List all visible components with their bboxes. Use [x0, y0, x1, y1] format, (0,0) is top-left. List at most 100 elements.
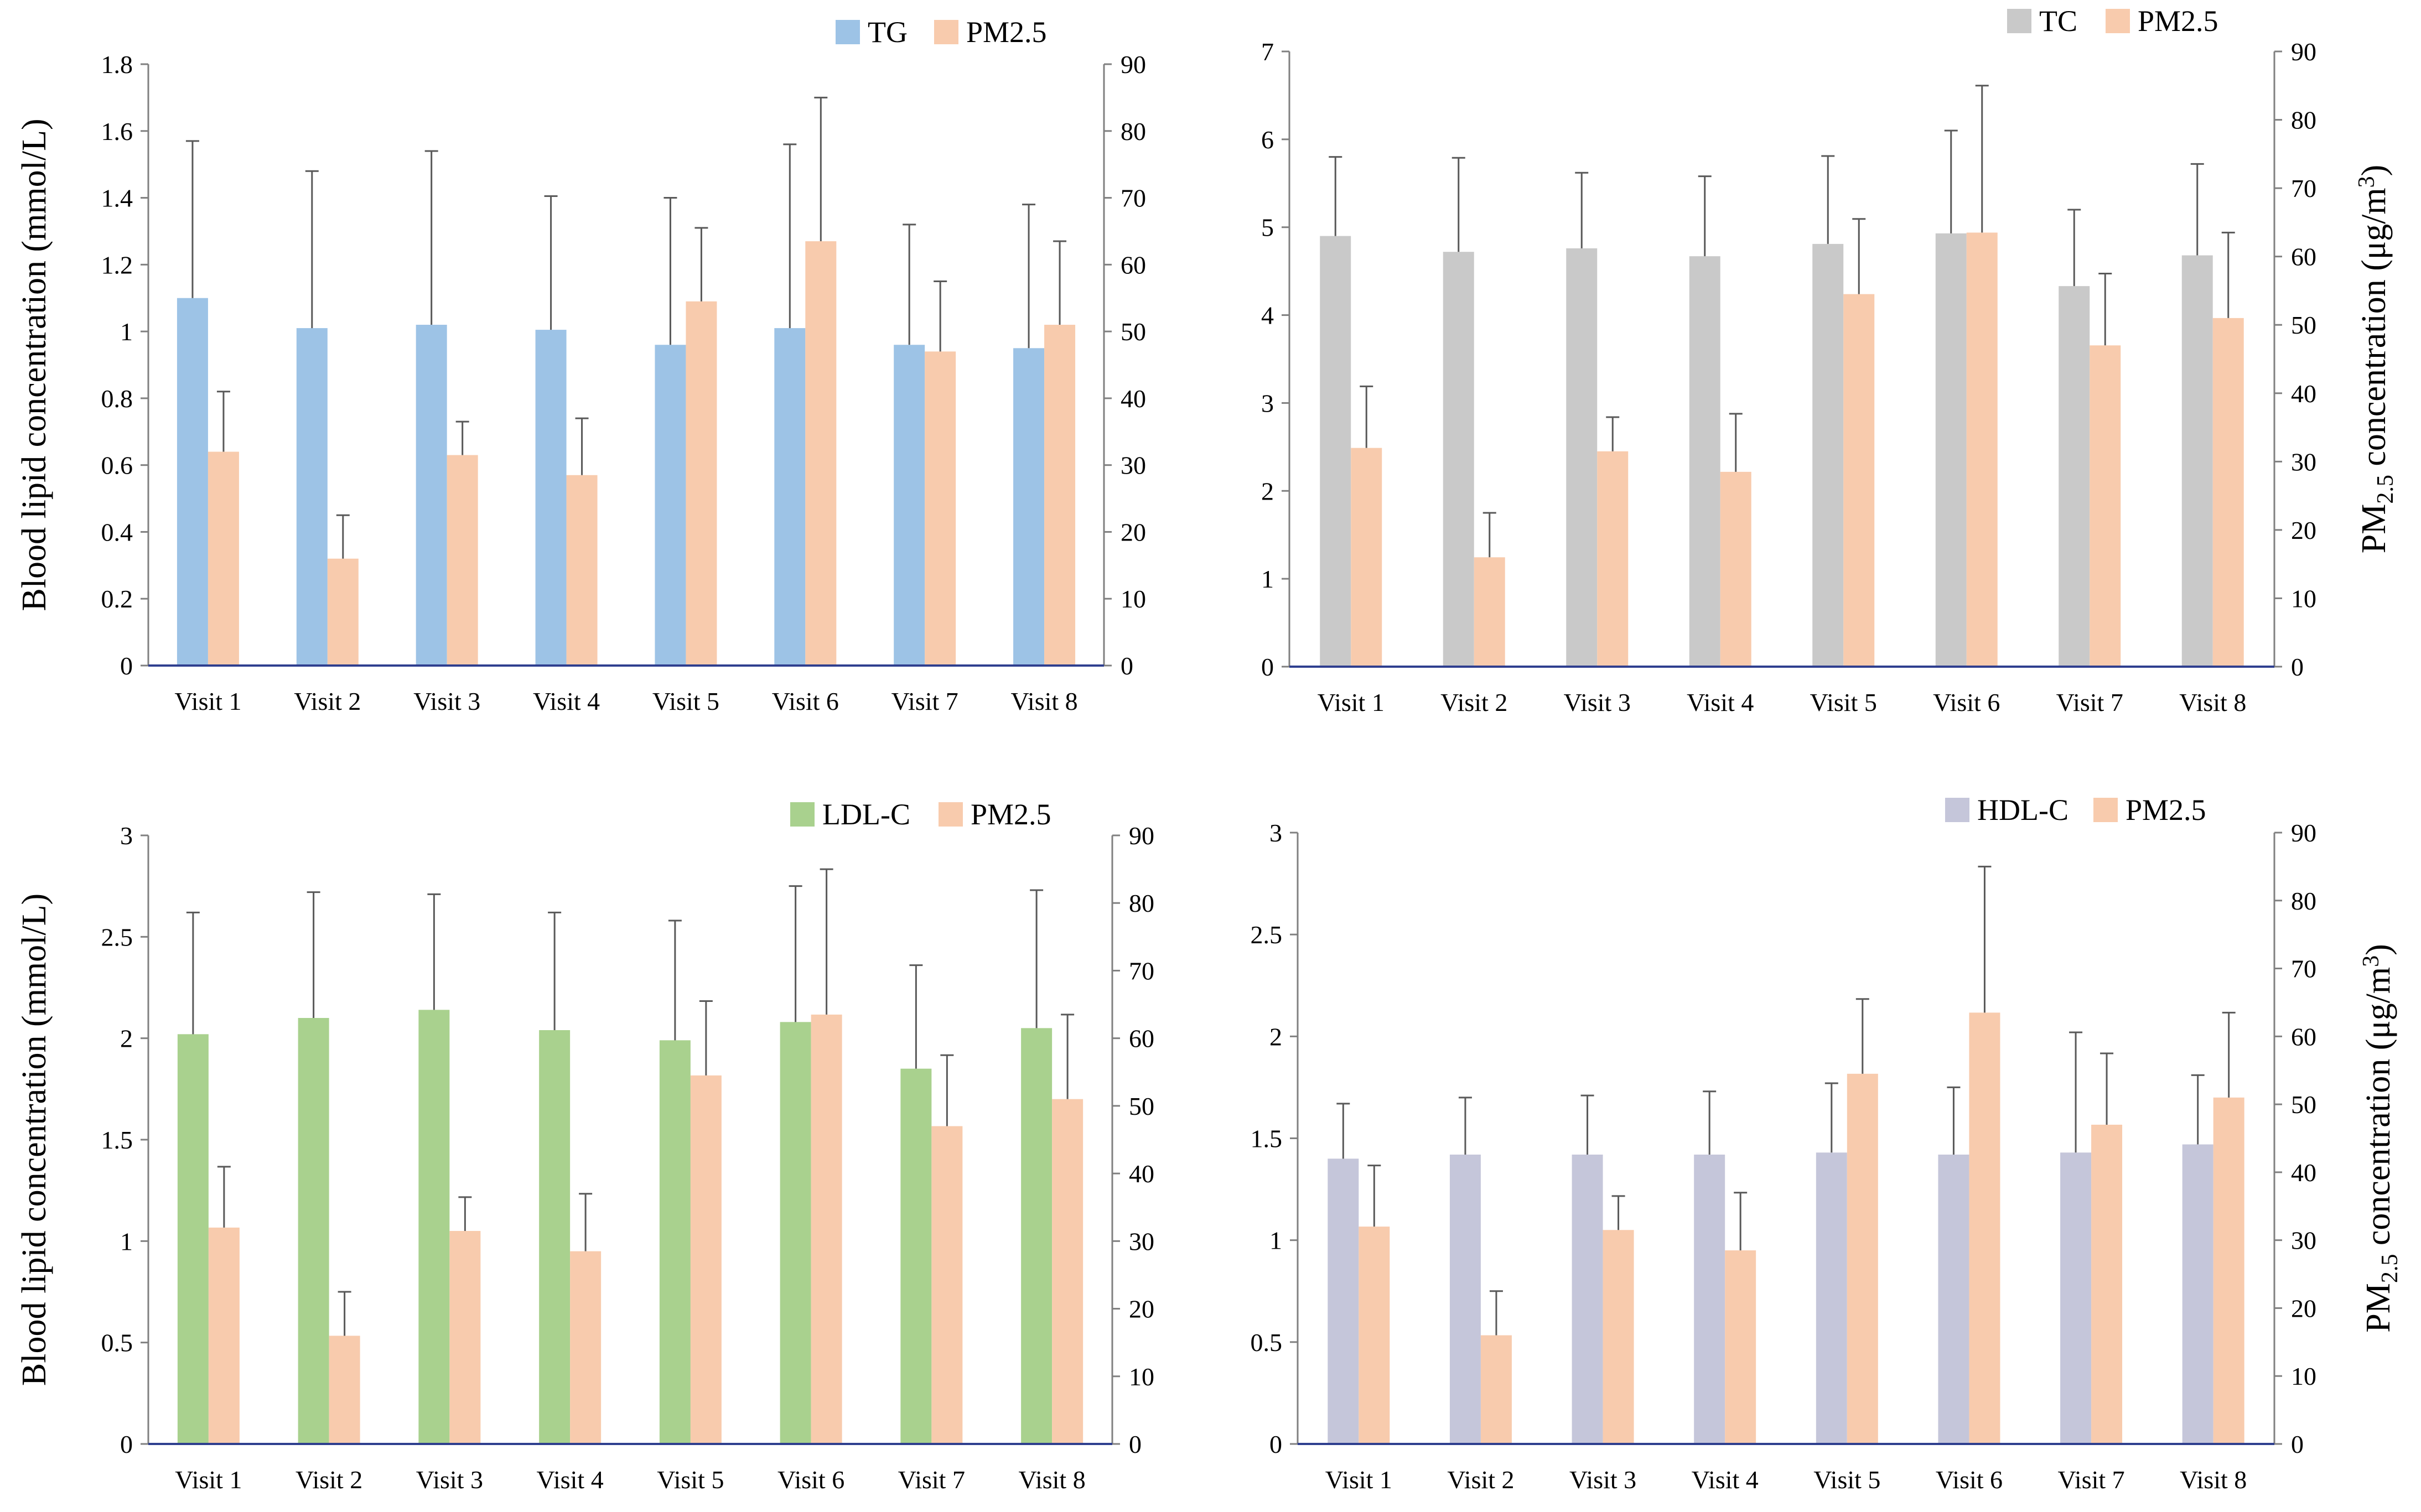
- y-tick-label: 1.8: [101, 50, 133, 79]
- y-tick-label: 0: [120, 1430, 133, 1458]
- y-tick-label: 0.4: [101, 518, 133, 546]
- y2-axis-title-part: ): [2360, 944, 2397, 955]
- y-tick-label: 0.8: [101, 385, 133, 413]
- y-axis-title: Blood lipid concentration (mmol/L): [15, 118, 53, 611]
- bar-pm25-6: [811, 1014, 842, 1444]
- bar-pm25-1: [1359, 1227, 1390, 1444]
- y2-axis-title: PM2.5 concentration (μg/m3): [2354, 165, 2398, 554]
- x-tick-label: Visit 4: [533, 687, 600, 715]
- legend-swatch-pm25: [934, 20, 958, 44]
- x-tick-label: Visit 5: [1813, 1466, 1880, 1494]
- bar-ldlc-7: [900, 1068, 932, 1444]
- y2-tick-label: 0: [1121, 652, 1133, 680]
- y2-axis-title: PM2.5 concentration (μg/m3): [2358, 944, 2403, 1333]
- y2-tick-label: 80: [1121, 117, 1146, 146]
- bar-tg-6: [774, 328, 806, 666]
- y2-tick-label: 10: [1129, 1363, 1154, 1391]
- y-tick-label: 5: [1261, 214, 1274, 242]
- y2-tick-label: 60: [1121, 251, 1146, 279]
- bar-hdlc-7: [2060, 1152, 2092, 1444]
- y-tick-label: 1.5: [1251, 1125, 1283, 1153]
- bar-hdlc-5: [1816, 1152, 1847, 1444]
- y2-tick-label: 80: [2291, 106, 2316, 134]
- y2-tick-label: 20: [2291, 1294, 2316, 1322]
- bar-tg-5: [655, 345, 686, 666]
- bar-tg-2: [296, 328, 328, 666]
- bar-tg-7: [894, 345, 925, 666]
- y-tick-label: 0.6: [101, 451, 133, 480]
- y-tick-label: 1: [1261, 565, 1274, 593]
- bar-pm25-8: [1044, 325, 1076, 666]
- bar-pm25-8: [2212, 318, 2244, 667]
- y2-tick-label: 70: [1129, 957, 1154, 985]
- x-tick-label: Visit 8: [2180, 1466, 2247, 1494]
- x-tick-label: Visit 1: [175, 1466, 242, 1494]
- y2-tick-label: 10: [1121, 585, 1146, 613]
- x-tick-label: Visit 7: [2056, 688, 2123, 716]
- x-tick-label: Visit 3: [413, 687, 480, 715]
- y2-tick-label: 0: [1129, 1430, 1142, 1458]
- bar-pm25-4: [1725, 1250, 1756, 1444]
- y-tick-label: 7: [1261, 38, 1274, 66]
- bar-tg-8: [1013, 348, 1045, 666]
- y-tick-label: 2.5: [101, 923, 133, 951]
- y-tick-label: 6: [1261, 126, 1274, 154]
- y2-tick-label: 20: [1121, 518, 1146, 546]
- legend-swatch-tg: [836, 20, 860, 44]
- y-tick-label: 3: [120, 822, 133, 850]
- y2-axis-title-part: 3: [2358, 955, 2384, 967]
- bar-ldlc-1: [177, 1034, 209, 1444]
- y2-tick-label: 30: [2291, 1227, 2316, 1255]
- bar-tg-1: [177, 298, 208, 666]
- y-tick-label: 0.5: [101, 1329, 133, 1357]
- x-tick-label: Visit 3: [1569, 1466, 1636, 1494]
- bar-ldlc-2: [298, 1018, 329, 1444]
- bar-hdlc-4: [1694, 1154, 1725, 1444]
- legend-swatch-ldlc: [790, 802, 815, 827]
- legend-swatch-hdlc: [1945, 798, 1969, 822]
- y-tick-label: 2: [120, 1025, 133, 1053]
- y2-axis-title-part: 2.5: [2373, 475, 2398, 504]
- y2-tick-label: 30: [1121, 451, 1146, 480]
- x-tick-label: Visit 5: [1810, 688, 1877, 716]
- legend-label-pm25: PM2.5: [971, 798, 1051, 831]
- bar-hdlc-2: [1449, 1154, 1481, 1444]
- y2-tick-label: 70: [1121, 184, 1146, 212]
- y2-tick-label: 50: [2291, 1090, 2316, 1119]
- y2-tick-label: 40: [1129, 1160, 1154, 1188]
- bar-pm25-5: [690, 1075, 722, 1444]
- chart-tg: 0 0.2 0.4 0.6 0.8 1 1.2 1.4 1.6 1.8 0 10 20 30 40 50 60 7…: [15, 15, 1146, 715]
- bar-ldlc-6: [780, 1022, 811, 1444]
- y2-tick-label: 0: [2291, 653, 2304, 681]
- y2-axis-title-part: concentration (μg/m: [2355, 188, 2393, 475]
- bar-pm25-2: [1480, 1335, 1512, 1444]
- bar-pm25-7: [2091, 1124, 2123, 1444]
- legend-label-ldlc: LDL-C: [822, 798, 910, 831]
- bar-pm25-6: [805, 241, 837, 666]
- bar-pm25-6: [1966, 232, 1998, 667]
- x-tick-label: Visit 1: [174, 687, 241, 715]
- y2-tick-label: 70: [2291, 174, 2316, 202]
- y2-axis-title-part: ): [2355, 165, 2393, 176]
- bar-pm25-7: [931, 1126, 963, 1444]
- y2-axis-title-part: concentration (μg/m: [2360, 967, 2397, 1254]
- bar-pm25-4: [570, 1251, 602, 1444]
- y-tick-label: 0: [1261, 653, 1274, 681]
- x-tick-label: Visit 7: [2057, 1466, 2124, 1494]
- bar-pm25-5: [1843, 294, 1875, 667]
- legend-swatch-pm25: [939, 802, 963, 827]
- bar-tc-7: [2059, 286, 2090, 667]
- bar-pm25-3: [449, 1231, 481, 1444]
- bar-pm25-3: [1597, 451, 1629, 667]
- legend-swatch-tc: [2007, 9, 2031, 33]
- legend-label-tg: TG: [868, 15, 908, 49]
- bar-pm25-7: [2090, 345, 2121, 667]
- bar-ldlc-5: [659, 1040, 691, 1444]
- y-tick-label: 1.2: [101, 251, 133, 279]
- y-tick-label: 2: [1261, 477, 1274, 505]
- bar-ldlc-8: [1021, 1028, 1053, 1444]
- bar-tc-3: [1566, 248, 1598, 667]
- x-tick-label: Visit 6: [772, 687, 839, 715]
- x-tick-label: Visit 8: [2179, 688, 2246, 716]
